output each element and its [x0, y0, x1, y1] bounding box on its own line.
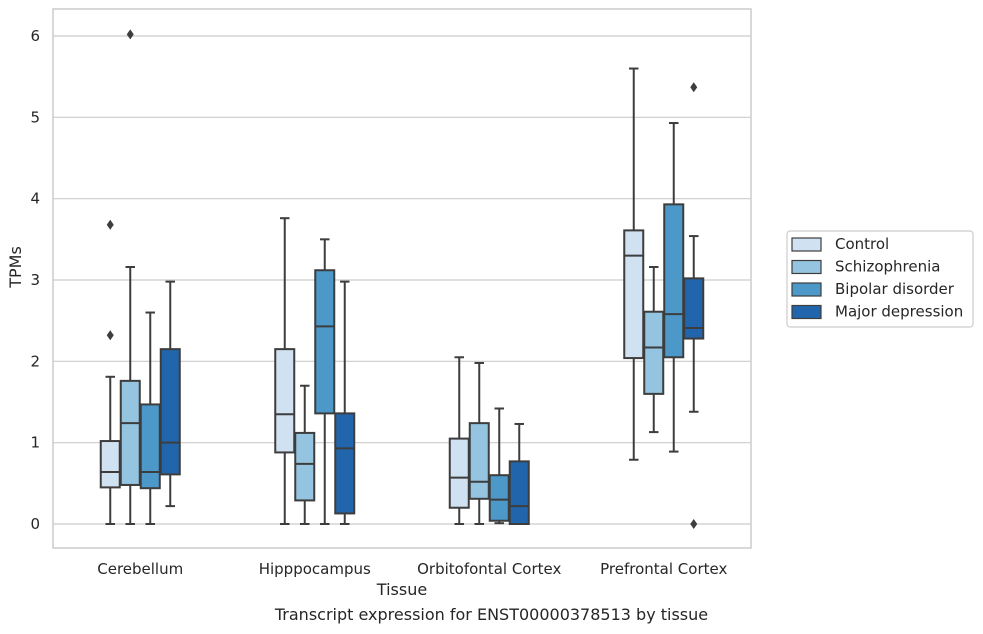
outlier-marker [690, 519, 698, 529]
legend-label: Schizophrenia [835, 258, 940, 276]
x-tick-label: Cerebellum [97, 560, 183, 578]
box-iqr [643, 310, 665, 395]
x-tick-label: Hipppocampus [259, 560, 371, 578]
box-iqr [683, 277, 705, 340]
y-tick-label: 6 [30, 27, 40, 45]
legend-label: Major depression [835, 303, 963, 321]
legend: Control Schizophrenia Bipolar disorder Majo… [786, 230, 974, 328]
box-iqr [334, 412, 356, 515]
y-tick-label: 4 [30, 190, 40, 208]
boxes-layer [99, 29, 705, 529]
box-iqr [508, 460, 530, 525]
box-iqr [623, 229, 645, 360]
legend-swatch [791, 304, 822, 320]
x-axis-label: Tissue [376, 580, 427, 599]
box-iqr [139, 403, 161, 490]
plot-frame [52, 8, 752, 549]
y-tick-label: 2 [30, 352, 40, 370]
y-tick-label: 3 [30, 271, 40, 289]
box-iqr [468, 422, 490, 500]
legend-frame [786, 230, 974, 328]
box-iqr [488, 474, 510, 522]
box-iqr [314, 269, 336, 415]
legend-swatch [791, 282, 822, 297]
outlier-marker [106, 330, 114, 341]
legend-swatch [791, 237, 822, 252]
x-axis-ticks: Cerebellum Hipppocampus Orbitofontal Corte… [97, 560, 727, 578]
box-iqr [448, 437, 470, 509]
y-axis-label: TPMs [6, 246, 25, 289]
legend-label: Control [835, 235, 889, 253]
y-axis-ticks: 0 1 2 3 4 5 6 [30, 27, 40, 533]
y-tick-label: 5 [30, 108, 40, 126]
box-iqr [294, 431, 316, 502]
box-iqr [663, 203, 685, 359]
x-tick-label: Prefrontal Cortex [600, 560, 727, 578]
outlier-marker [126, 29, 134, 40]
outlier-marker [106, 219, 114, 230]
box-iqr [274, 348, 296, 454]
outlier-marker [690, 82, 698, 93]
y-tick-label: 1 [30, 434, 40, 452]
x-tick-label: Orbitofontal Cortex [417, 560, 561, 578]
box-iqr [159, 348, 181, 476]
legend-label: Bipolar disorder [835, 280, 955, 298]
figure-caption: Transcript expression for ENST0000037851… [274, 605, 709, 624]
box-iqr [99, 440, 121, 489]
box-iqr [119, 379, 141, 486]
y-tick-label: 0 [30, 515, 40, 533]
legend-swatch [791, 259, 822, 275]
